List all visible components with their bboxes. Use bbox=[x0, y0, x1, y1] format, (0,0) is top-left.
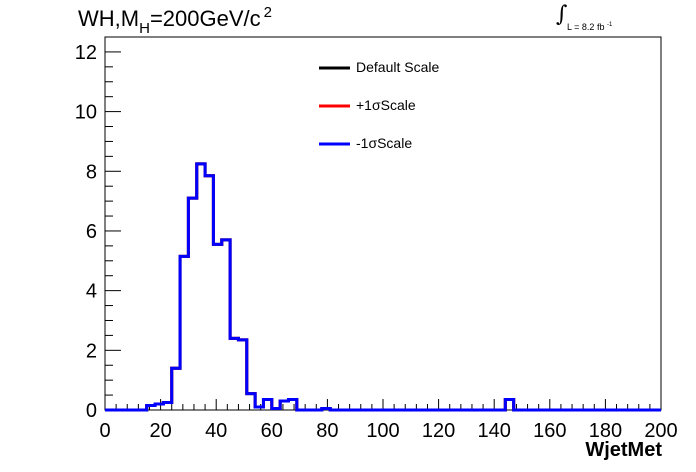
x-tick-label: 60 bbox=[261, 420, 283, 442]
series-line-2 bbox=[105, 162, 661, 412]
title-main: WH,M bbox=[78, 6, 140, 31]
y-tick-label: 8 bbox=[86, 161, 97, 183]
x-tick-label: 40 bbox=[205, 420, 227, 442]
luminosity-text: L = 8.2 fb bbox=[567, 22, 605, 32]
legend bbox=[319, 66, 350, 146]
y-tick-label: 2 bbox=[86, 340, 97, 362]
series-group bbox=[105, 162, 661, 412]
title-rest: =200GeV/c bbox=[149, 6, 261, 31]
x-tick-label: 140 bbox=[478, 420, 511, 442]
x-axis-label: WjetMet bbox=[585, 439, 662, 461]
integral-symbol: ∫ bbox=[556, 2, 568, 27]
x-tick-label: 20 bbox=[149, 420, 171, 442]
luminosity-exponent: -1 bbox=[606, 22, 613, 28]
y-tick-label: 12 bbox=[75, 42, 97, 64]
y-tick-label: 6 bbox=[86, 221, 97, 243]
y-tick-label: 0 bbox=[86, 400, 97, 422]
title-superscript: 2 bbox=[263, 4, 272, 21]
tick-marks: 0 20 40 60 80 100 120 140 160 180 200 0 2 4 6 8 10 12 bbox=[75, 36, 678, 442]
y-tick-label: 10 bbox=[75, 102, 97, 124]
title-subscript: H bbox=[139, 20, 150, 37]
x-tick-label: 100 bbox=[366, 420, 399, 442]
x-tick-label: 160 bbox=[533, 420, 566, 442]
x-tick-label: 120 bbox=[422, 420, 455, 442]
legend-label-0: Default Scale bbox=[356, 59, 440, 75]
legend-label-1: +1σScale bbox=[356, 97, 416, 113]
plot-title: WH,MH=200GeV/c 2 bbox=[78, 4, 272, 37]
x-tick-label: 200 bbox=[644, 420, 677, 442]
x-tick-label: 80 bbox=[316, 420, 338, 442]
x-tick-label: 180 bbox=[589, 420, 622, 442]
legend-label-2: -1σScale bbox=[356, 135, 413, 151]
x-tick-label: 0 bbox=[99, 420, 110, 442]
y-tick-label: 4 bbox=[86, 281, 97, 303]
